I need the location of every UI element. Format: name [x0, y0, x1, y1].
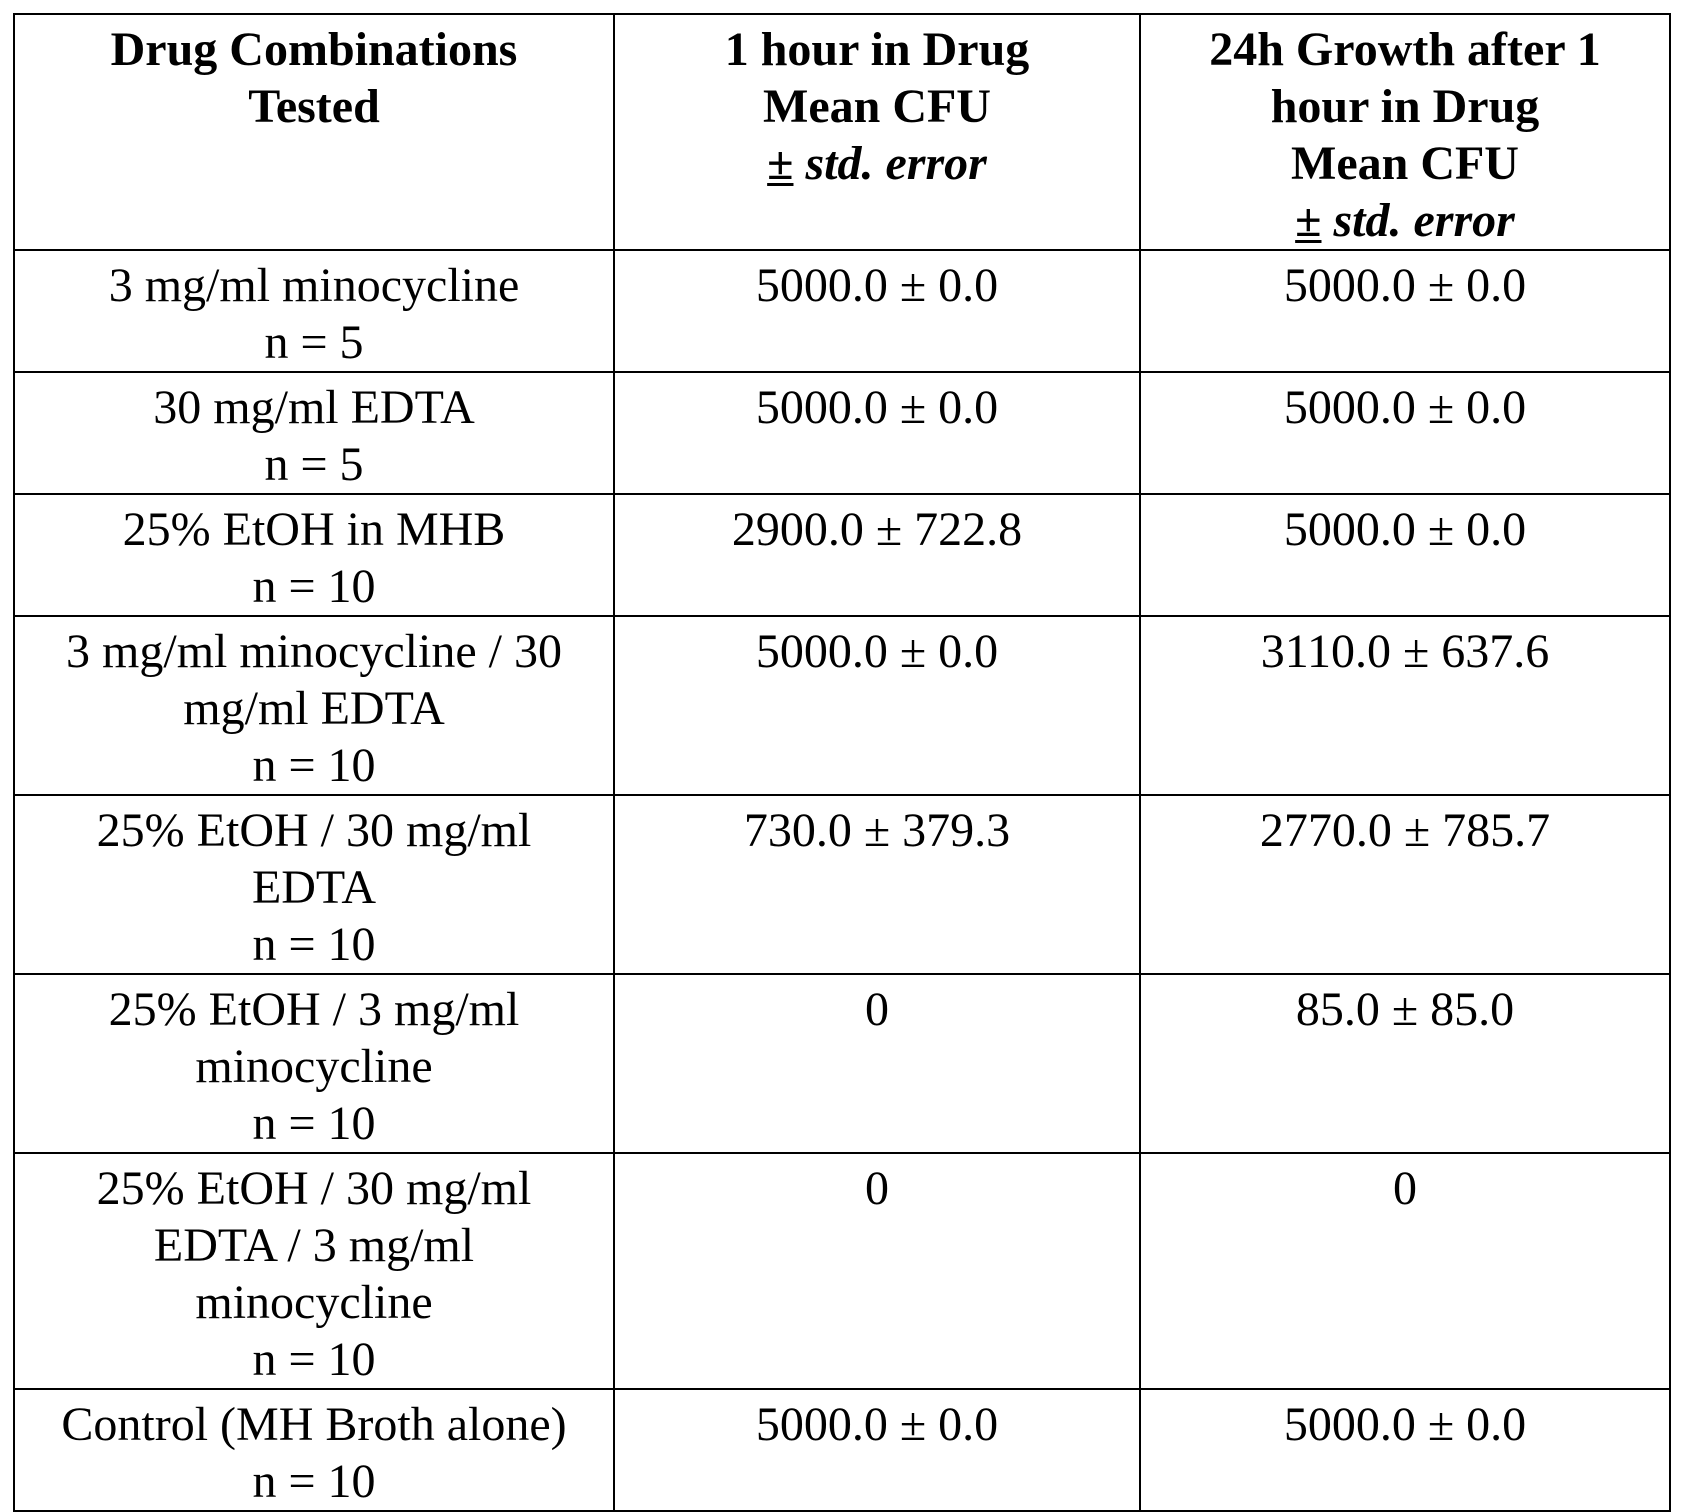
drug-line: EDTA [23, 859, 605, 916]
one-hour-cell: 5000.0 ± 0.0 [614, 1389, 1140, 1511]
drug-cell: 30 mg/ml EDTA n = 5 [14, 372, 614, 494]
std-error-text: std. error [793, 137, 986, 190]
header-text: Tested [23, 78, 605, 135]
header-std-error: ± std. error [1149, 192, 1661, 249]
sample-size: n = 10 [23, 916, 605, 973]
drug-line: mg/ml EDTA [23, 680, 605, 737]
data-table-container: Drug Combinations Tested 1 hour in Drug … [13, 13, 1669, 1512]
header-drug-combinations: Drug Combinations Tested [14, 14, 614, 250]
plus-minus-symbol: ± [767, 137, 793, 190]
growth-24h-cell: 5000.0 ± 0.0 [1140, 1389, 1670, 1511]
drug-line: EDTA / 3 mg/ml [23, 1217, 605, 1274]
table-row: 30 mg/ml EDTA n = 5 5000.0 ± 0.0 5000.0 … [14, 372, 1670, 494]
table-row: 25% EtOH / 30 mg/ml EDTA n = 10 730.0 ± … [14, 795, 1670, 974]
drug-line: 25% EtOH / 30 mg/ml [23, 1160, 605, 1217]
header-text: Drug Combinations [23, 21, 605, 78]
table-row: 3 mg/ml minocycline n = 5 5000.0 ± 0.0 5… [14, 250, 1670, 372]
table-row: 25% EtOH in MHB n = 10 2900.0 ± 722.8 50… [14, 494, 1670, 616]
drug-line: 3 mg/ml minocycline [23, 257, 605, 314]
table-header-row: Drug Combinations Tested 1 hour in Drug … [14, 14, 1670, 250]
table-row: Control (MH Broth alone) n = 10 5000.0 ±… [14, 1389, 1670, 1511]
header-text: 1 hour in Drug [623, 21, 1131, 78]
growth-24h-cell: 0 [1140, 1153, 1670, 1389]
sample-size: n = 10 [23, 1331, 605, 1388]
header-text: Mean CFU [623, 78, 1131, 135]
table-row: 25% EtOH / 3 mg/ml minocycline n = 10 0 … [14, 974, 1670, 1153]
header-one-hour-in-drug: 1 hour in Drug Mean CFU ± std. error [614, 14, 1140, 250]
header-text: Mean CFU [1149, 135, 1661, 192]
table-row: 3 mg/ml minocycline / 30 mg/ml EDTA n = … [14, 616, 1670, 795]
drug-line: Control (MH Broth alone) [23, 1396, 605, 1453]
drug-line: 25% EtOH / 3 mg/ml [23, 981, 605, 1038]
header-text: hour in Drug [1149, 78, 1661, 135]
drug-cell: 3 mg/ml minocycline n = 5 [14, 250, 614, 372]
growth-24h-cell: 5000.0 ± 0.0 [1140, 250, 1670, 372]
drug-cell: 3 mg/ml minocycline / 30 mg/ml EDTA n = … [14, 616, 614, 795]
drug-combination-table: Drug Combinations Tested 1 hour in Drug … [13, 13, 1671, 1512]
one-hour-cell: 5000.0 ± 0.0 [614, 372, 1140, 494]
sample-size: n = 5 [23, 314, 605, 371]
drug-line: 25% EtOH in MHB [23, 501, 605, 558]
growth-24h-cell: 5000.0 ± 0.0 [1140, 494, 1670, 616]
sample-size: n = 5 [23, 436, 605, 493]
sample-size: n = 10 [23, 737, 605, 794]
one-hour-cell: 5000.0 ± 0.0 [614, 250, 1140, 372]
growth-24h-cell: 5000.0 ± 0.0 [1140, 372, 1670, 494]
one-hour-cell: 0 [614, 1153, 1140, 1389]
growth-24h-cell: 2770.0 ± 785.7 [1140, 795, 1670, 974]
sample-size: n = 10 [23, 558, 605, 615]
growth-24h-cell: 85.0 ± 85.0 [1140, 974, 1670, 1153]
drug-line: 30 mg/ml EDTA [23, 379, 605, 436]
std-error-text: std. error [1321, 194, 1514, 247]
header-std-error: ± std. error [623, 135, 1131, 192]
drug-line: 25% EtOH / 30 mg/ml [23, 802, 605, 859]
one-hour-cell: 5000.0 ± 0.0 [614, 616, 1140, 795]
drug-line: 3 mg/ml minocycline / 30 [23, 623, 605, 680]
drug-line: minocycline [23, 1038, 605, 1095]
drug-cell: 25% EtOH / 30 mg/ml EDTA n = 10 [14, 795, 614, 974]
one-hour-cell: 730.0 ± 379.3 [614, 795, 1140, 974]
one-hour-cell: 0 [614, 974, 1140, 1153]
drug-cell: 25% EtOH / 3 mg/ml minocycline n = 10 [14, 974, 614, 1153]
sample-size: n = 10 [23, 1095, 605, 1152]
one-hour-cell: 2900.0 ± 722.8 [614, 494, 1140, 616]
drug-line: minocycline [23, 1274, 605, 1331]
header-text: 24h Growth after 1 [1149, 21, 1661, 78]
drug-cell: Control (MH Broth alone) n = 10 [14, 1389, 614, 1511]
growth-24h-cell: 3110.0 ± 637.6 [1140, 616, 1670, 795]
header-24h-growth: 24h Growth after 1 hour in Drug Mean CFU… [1140, 14, 1670, 250]
drug-cell: 25% EtOH / 30 mg/ml EDTA / 3 mg/ml minoc… [14, 1153, 614, 1389]
plus-minus-symbol: ± [1295, 194, 1321, 247]
drug-cell: 25% EtOH in MHB n = 10 [14, 494, 614, 616]
table-row: 25% EtOH / 30 mg/ml EDTA / 3 mg/ml minoc… [14, 1153, 1670, 1389]
